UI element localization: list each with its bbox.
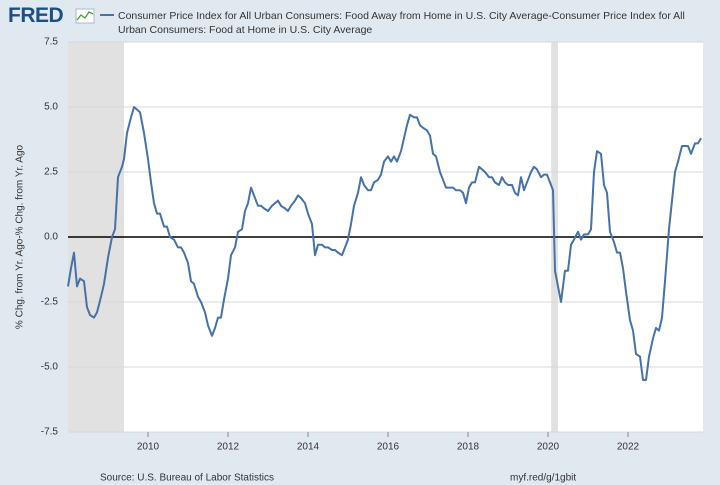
fred-icon xyxy=(75,8,95,24)
y-tick-label: 0.0 xyxy=(44,232,58,243)
source: Source: U.S. Bureau of Labor Statistics xyxy=(100,473,274,484)
logo: FRED xyxy=(8,4,64,27)
y-tick-label: 5.0 xyxy=(44,102,58,113)
data-line xyxy=(67,106,702,381)
x-tick-label: 2010 xyxy=(137,442,160,453)
x-tick-label: 2018 xyxy=(457,442,480,453)
legend-label: Consumer Price Index for All Urban Consu… xyxy=(118,10,685,36)
x-tick-label: 2020 xyxy=(537,442,560,453)
y-tick-label: -5.0 xyxy=(41,362,59,373)
y-tick-label: -7.5 xyxy=(41,427,59,438)
y-tick-label: 7.5 xyxy=(44,37,58,48)
y-tick-label: -2.5 xyxy=(41,297,59,308)
x-tick-label: 2016 xyxy=(377,442,400,453)
x-tick-label: 2022 xyxy=(617,442,640,453)
x-tick-label: 2012 xyxy=(217,442,240,453)
x-tick-label: 2014 xyxy=(297,442,320,453)
y-axis-label: % Chg. from Yr. Ago-% Chg. from Yr. Ago xyxy=(15,144,26,329)
url: myf.red/g/1gbit xyxy=(510,473,576,484)
y-tick-label: 2.5 xyxy=(44,167,58,178)
